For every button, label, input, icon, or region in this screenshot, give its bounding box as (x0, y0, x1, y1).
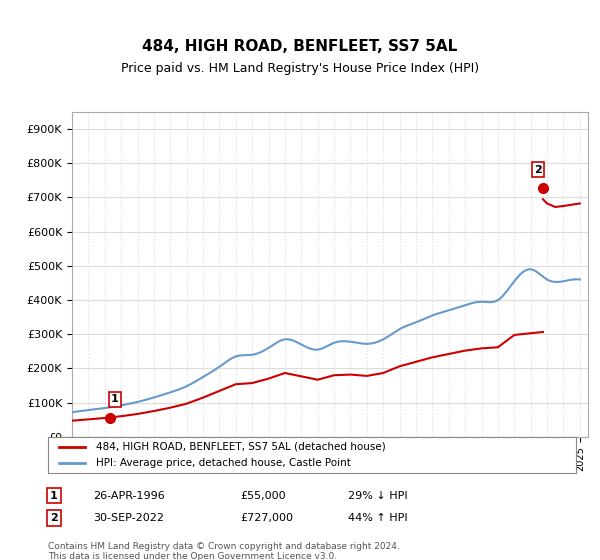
Text: 2: 2 (534, 165, 542, 175)
Text: 1: 1 (50, 491, 58, 501)
Text: £727,000: £727,000 (240, 513, 293, 523)
Text: 2: 2 (50, 513, 58, 523)
Text: 26-APR-1996: 26-APR-1996 (93, 491, 165, 501)
Text: 29% ↓ HPI: 29% ↓ HPI (348, 491, 407, 501)
Text: 1: 1 (111, 394, 119, 404)
Text: 484, HIGH ROAD, BENFLEET, SS7 5AL: 484, HIGH ROAD, BENFLEET, SS7 5AL (142, 39, 458, 54)
Text: 484, HIGH ROAD, BENFLEET, SS7 5AL (detached house): 484, HIGH ROAD, BENFLEET, SS7 5AL (detac… (95, 442, 385, 452)
Text: 44% ↑ HPI: 44% ↑ HPI (348, 513, 407, 523)
Text: £55,000: £55,000 (240, 491, 286, 501)
Text: 30-SEP-2022: 30-SEP-2022 (93, 513, 164, 523)
Text: HPI: Average price, detached house, Castle Point: HPI: Average price, detached house, Cast… (95, 458, 350, 468)
Text: Price paid vs. HM Land Registry's House Price Index (HPI): Price paid vs. HM Land Registry's House … (121, 62, 479, 74)
Text: Contains HM Land Registry data © Crown copyright and database right 2024.
This d: Contains HM Land Registry data © Crown c… (48, 542, 400, 560)
